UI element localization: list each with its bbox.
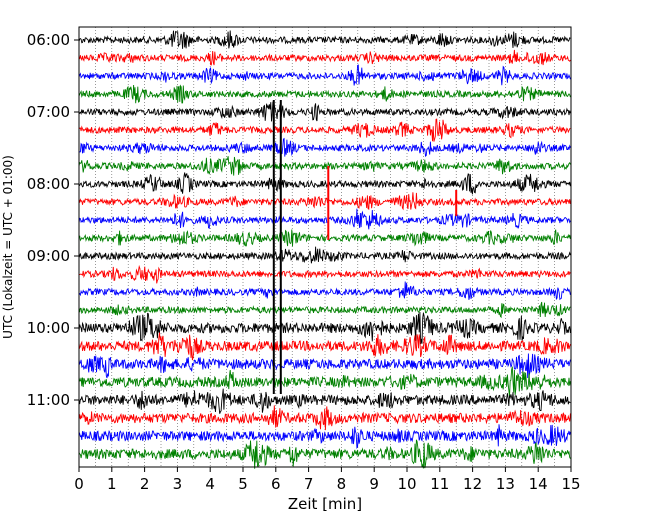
seismic-trace [78, 192, 571, 211]
seismic-trace [78, 101, 571, 122]
y-axis: 06:00 07:00 08:00 09:00 10:00 11:00 [27, 31, 79, 409]
y-tick-label: 07:00 [27, 103, 70, 121]
seismic-trace [78, 64, 571, 86]
x-tick-label: 3 [173, 475, 183, 493]
seismic-trace [78, 246, 571, 264]
x-tick-label: 11 [430, 475, 449, 493]
y-tick-label: 09:00 [27, 247, 70, 265]
seismic-trace [78, 84, 571, 104]
seismic-trace [78, 229, 571, 247]
event-group [272, 100, 458, 394]
seismic-trace [78, 366, 571, 398]
y-tick-label: 11:00 [27, 391, 70, 409]
trace-group [78, 30, 571, 469]
x-tick-label: 4 [205, 475, 215, 493]
seismic-trace [78, 301, 571, 319]
x-tick-label: 9 [369, 475, 379, 493]
seismic-trace [78, 405, 571, 431]
seismic-trace [78, 388, 571, 414]
x-axis: 0 1 2 3 4 5 6 7 8 9 10 11 12 13 14 15 [74, 467, 581, 493]
x-tick-label: 14 [529, 475, 548, 493]
seismic-trace [78, 264, 571, 284]
y-axis-label: UTC (Lokalzeit = UTC + 01:00) [1, 155, 15, 339]
x-tick-label: 0 [74, 475, 84, 493]
seismic-trace [78, 156, 571, 176]
seismic-trace [78, 208, 571, 230]
plot-frame [78, 26, 572, 468]
seismic-trace [78, 332, 571, 361]
x-tick-label: 12 [463, 475, 482, 493]
seismic-trace [78, 137, 571, 158]
seismic-trace [78, 118, 571, 142]
y-tick-label: 06:00 [27, 31, 70, 49]
seismic-trace [78, 30, 571, 49]
x-tick-label: 1 [107, 475, 117, 493]
x-tick-label: 5 [238, 475, 248, 493]
x-tick-label: 2 [140, 475, 150, 493]
y-tick-label: 08:00 [27, 175, 70, 193]
x-tick-label: 13 [496, 475, 515, 493]
y-tick-label: 10:00 [27, 319, 70, 337]
x-axis-label: Zeit [min] [288, 495, 362, 513]
seismic-trace [78, 353, 571, 379]
seismic-trace [78, 439, 571, 469]
x-tick-label: 10 [397, 475, 416, 493]
seismic-trace [78, 49, 571, 66]
seismic-trace [78, 424, 571, 450]
x-tick-label: 15 [561, 475, 580, 493]
seismic-trace [79, 281, 571, 301]
x-tick-label: 7 [304, 475, 314, 493]
x-tick-label: 8 [337, 475, 347, 493]
x-tick-label: 6 [271, 475, 281, 493]
seismic-trace [78, 311, 571, 345]
seismic-trace [78, 172, 571, 195]
